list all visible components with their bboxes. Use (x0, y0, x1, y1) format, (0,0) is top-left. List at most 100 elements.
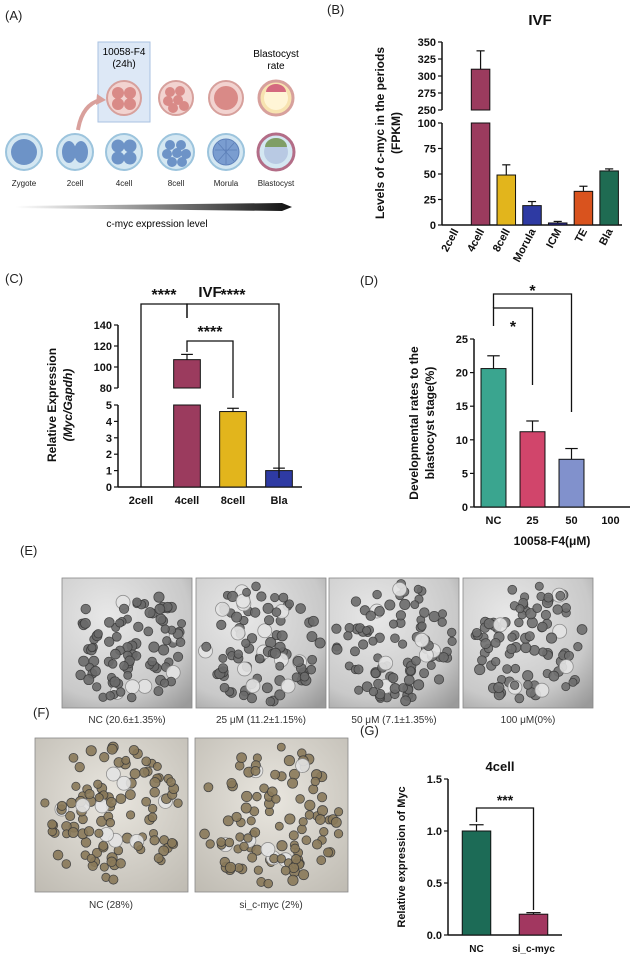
embryo-cell (406, 666, 416, 676)
embryo-cell (162, 636, 172, 646)
arrow-head-icon (96, 94, 106, 105)
B-ytick-label: 250 (418, 105, 436, 117)
embryo-cell (291, 672, 302, 683)
embryo-cell (216, 619, 227, 630)
embryo-cell (514, 617, 524, 628)
treated-4cell-embryo (106, 80, 142, 116)
embryo-cell (534, 581, 544, 591)
embryo-cell (353, 664, 364, 675)
embryo-cell (226, 778, 237, 789)
embryo-cell (93, 629, 103, 639)
embryo-cell (87, 643, 97, 653)
embryo-cell (433, 674, 445, 685)
embryo-cell (85, 745, 97, 757)
embryo-cell (261, 682, 273, 694)
embryo-cell (256, 591, 267, 602)
c-ylabel-line2: (Myc/Gapdh) (61, 369, 75, 442)
embryo-cell (167, 837, 178, 848)
embryo-cell (219, 682, 230, 693)
embryo-cell (532, 603, 542, 613)
embryo-cell (83, 674, 95, 686)
chart-g: 0.0 0.5 1.0 1.5 NC si_c-myc 4cell Relative expr… (396, 759, 562, 955)
embryo-cell (71, 781, 81, 791)
embryo-cell (116, 775, 132, 791)
embryo-cell (83, 826, 95, 837)
D-xtick-label: 50 (565, 515, 577, 527)
embryo-cell (215, 601, 230, 617)
d-ylabel-line2: blastocyst stage(%) (423, 367, 437, 480)
embryo-cell (295, 794, 305, 804)
embryo-cell (362, 626, 371, 635)
embryo-cell (92, 682, 102, 692)
expression-gradient-label: c-myc expression level (106, 219, 207, 230)
panel-label-f: (F) (33, 705, 50, 720)
embryo-cell (304, 799, 316, 811)
B-bar-Bla (599, 170, 619, 226)
embryo-cell (506, 643, 517, 655)
embryo-cell (514, 693, 525, 704)
embryo-cell (493, 682, 505, 694)
B-bar-upper-4cell (470, 68, 491, 111)
embryo-cell (147, 803, 158, 814)
embryo-cell (388, 619, 398, 629)
embryo-cell (378, 655, 394, 671)
embryo-cell (271, 607, 282, 617)
embryo-cell (474, 664, 486, 676)
embryo-cell (555, 590, 566, 601)
embryo-cell (115, 687, 126, 697)
embryo-cell (344, 623, 355, 633)
embryo-cell (236, 752, 247, 764)
embryo-cell (205, 839, 215, 849)
G-ytick-label: 0.5 (427, 878, 442, 890)
micrograph-e-1: NC (20.6±1.35%) (61, 577, 193, 726)
embryo-cell (160, 624, 170, 634)
embryo-cell (104, 636, 115, 647)
embryo-cell (115, 618, 125, 628)
G-xtick-label: si_c-myc (512, 944, 555, 955)
panel-label-g: (G) (360, 723, 379, 738)
embryo-cell (56, 800, 67, 811)
embryo-cell (331, 643, 343, 655)
B-xtick-label: Bla (597, 226, 616, 248)
embryo-cell (546, 632, 558, 644)
embryo-cell (149, 787, 160, 798)
embryo-cell (105, 766, 121, 782)
micrograph-e-3-caption: 50 μM (7.1±1.35%) (351, 715, 436, 726)
D-ytick-label: 15 (456, 401, 468, 413)
B-ytick-label: 325 (418, 54, 436, 66)
embryo-cell (510, 680, 520, 690)
embryo-cell (483, 618, 495, 630)
embryo-cell (274, 821, 284, 831)
G-ytick-label: 0.0 (427, 930, 442, 942)
embryo-cell (253, 865, 263, 875)
panel-label-a: (A) (5, 8, 22, 23)
embryo-cell (158, 845, 170, 857)
micrograph-f-2: si_c-myc (2%) (194, 737, 349, 911)
treated-8cell-embryo (158, 80, 194, 116)
C-ytick-label: 0 (106, 482, 112, 494)
embryo-cell (333, 829, 344, 839)
embryo-cell (510, 663, 521, 674)
D-ytick-label: 0 (462, 502, 468, 514)
B-xtick-label: Morula (511, 226, 539, 264)
D-ytick-label: 20 (456, 368, 468, 380)
embryo-cell (552, 604, 563, 615)
embryo-cell (118, 603, 130, 614)
embryo-cell (218, 663, 229, 674)
g-ylabel: Relative expression of Myc (396, 786, 408, 927)
G-ytick-label: 1.0 (427, 826, 442, 838)
D-ytick-label: 5 (462, 468, 468, 480)
embryo-cell (252, 791, 262, 802)
embryo-cell (173, 798, 183, 808)
micrograph-e-1-caption: NC (20.6±1.35%) (88, 715, 165, 726)
embryo-cell (105, 818, 115, 828)
embryo-cell (270, 769, 281, 780)
embryo-cell (139, 767, 150, 778)
embryo-cell (115, 793, 127, 804)
B-xtick-label: TE (573, 227, 590, 245)
embryo-cell (158, 644, 170, 656)
embryo-cell (534, 682, 550, 698)
morula-embryo (207, 133, 245, 171)
embryo-cell (86, 853, 96, 863)
